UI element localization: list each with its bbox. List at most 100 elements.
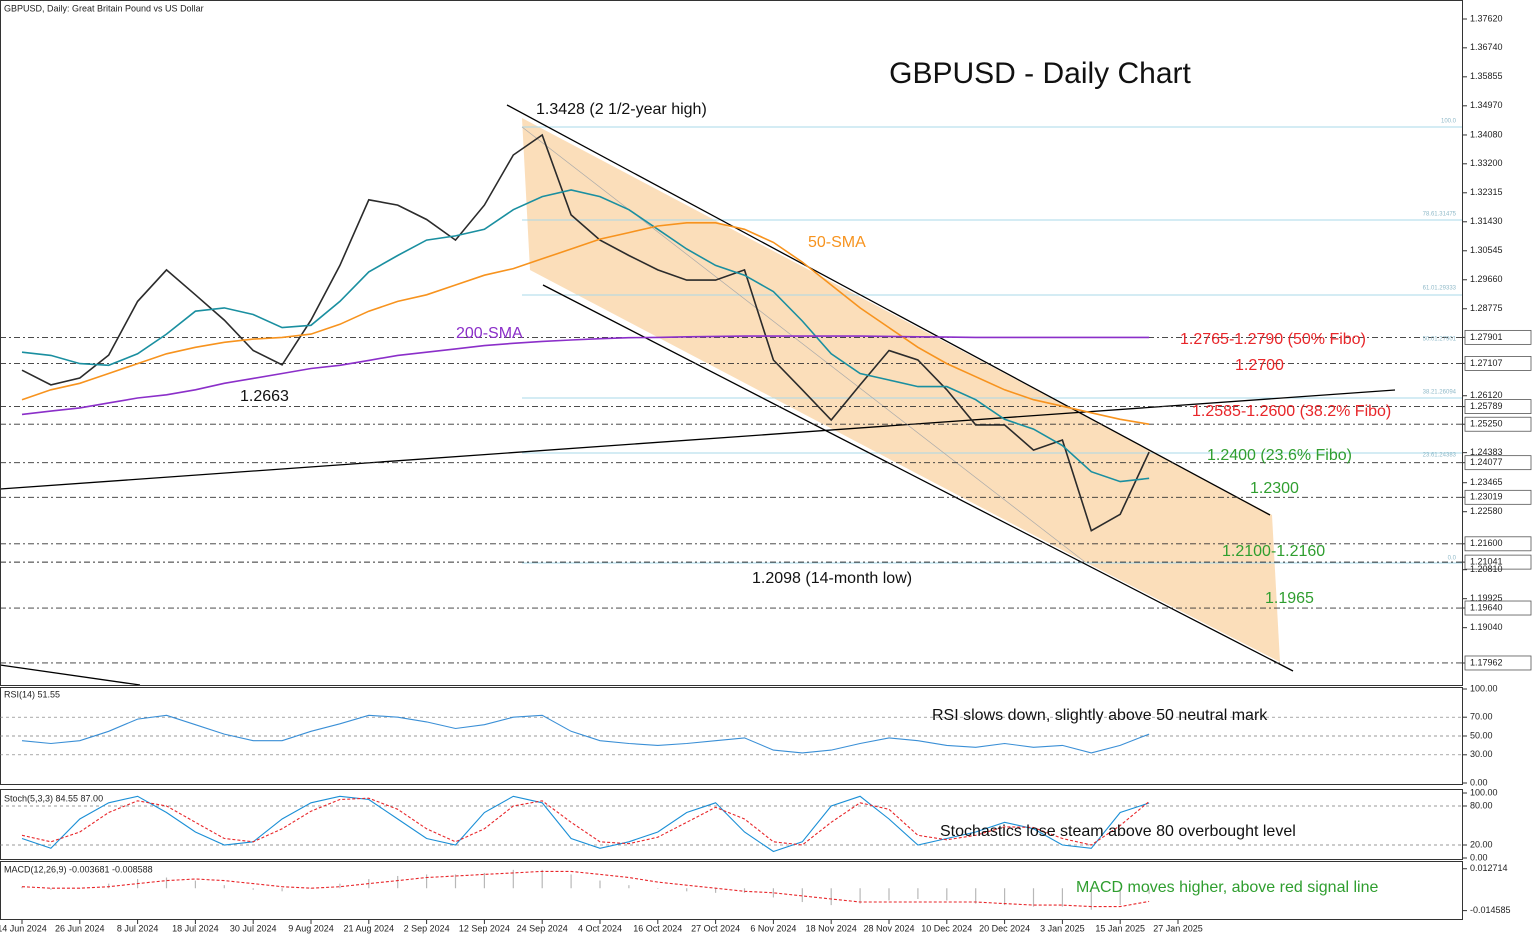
y-tick-label: 1.19640 [1470,602,1503,612]
y-tick-label: 100.00 [1470,787,1498,797]
y-tick-label: 1.23019 [1470,492,1503,502]
annotation: 1.2098 (14-month low) [752,570,912,587]
series-line [21,189,1150,483]
y-tick-label: 1.25250 [1470,419,1503,429]
bar [743,888,746,893]
y-tick-label: 1.34970 [1470,100,1503,110]
bar [50,888,52,890]
trendline [0,664,141,686]
bar [223,885,225,889]
x-tick-label: 16 Oct 2024 [633,923,682,933]
y-tick-label: 1.29660 [1470,274,1503,284]
bar [1119,888,1121,906]
x-tick-label: 10 Dec 2024 [921,923,972,933]
x-tick-label: 20 Dec 2024 [979,923,1030,933]
x-tick-label: 27 Oct 2024 [691,923,740,933]
annotation: 1.2400 (23.6% Fibo) [1207,447,1352,464]
y-tick-label: 1.35855 [1470,71,1503,81]
y-tick-label: -0.014585 [1470,905,1511,915]
tick-box [1464,554,1532,570]
tick-box [1464,356,1532,371]
y-tick-label: 1.26120 [1470,390,1503,400]
tick-box [1464,399,1532,414]
y-tick-label: 70.00 [1470,712,1493,722]
series-line [21,335,1150,416]
y-tick-label: 0.00 [1470,852,1488,862]
price-line [21,133,1150,532]
y-tick-label: 1.31430 [1470,216,1503,226]
series-line [21,222,1150,425]
x-tick-label: 21 Aug 2024 [344,923,395,933]
bar [165,877,168,889]
bar [1090,888,1092,910]
fibo-label: 100.0 [1441,119,1457,125]
tick-box [1464,329,1532,345]
chart-title: GBPUSD - Daily Chart [889,57,1191,90]
annotation: 1.2100-1.2160 [1222,543,1325,560]
annotation: 1.2765-1.2790 (50% Fibo) [1180,331,1366,348]
bar [1004,888,1006,906]
fibo-lines [522,126,1462,564]
tick-box [1464,416,1532,432]
y-tick-label: 30.00 [1470,749,1493,759]
series-label: 200-SMA [456,325,523,342]
y-tick-label: 100.00 [1470,683,1498,693]
bar [397,875,399,889]
x-tick-label: 18 Nov 2024 [806,923,857,933]
y-tick-label: 1.23465 [1470,477,1503,487]
fibo-diagonal [521,126,1086,563]
bar [310,888,312,889]
y-tick-label: 1.33200 [1470,158,1503,168]
y-tick-label: 1.25789 [1470,401,1503,411]
annotation: 1.3428 (2 1/2-year high) [536,101,707,118]
tick-box [1464,600,1532,616]
panel-title: Stoch(5,3,3) 84.55 87.00 [4,793,103,803]
bar [657,888,659,889]
y-tick-label: 1.22580 [1470,506,1503,516]
y-tick-label: 1.20810 [1470,564,1503,574]
y-tick-label: 1.24383 [1470,447,1503,457]
y-tick-label: 1.28775 [1470,303,1503,313]
annotation: RSI slows down, slightly above 50 neutra… [932,707,1268,724]
x-tick-label: 26 Jun 2024 [55,923,105,933]
annotation: 1.2663 [240,388,289,405]
fibo-label: 38.21.26094 [1423,390,1457,396]
fibo-label: 61.01.29333 [1423,286,1457,292]
series-line [21,714,1150,754]
annotation: 1.2300 [1250,480,1299,497]
series-line [21,797,1150,846]
annotation: Stochastics lose steam above 80 overboug… [940,823,1296,840]
y-tick-label: 1.27901 [1470,332,1503,342]
panel-title: MACD(12,26,9) -0.003681 -0.008588 [4,864,153,874]
bar [483,872,485,889]
stoch-panel [0,789,1463,860]
y-tick-label: 1.21600 [1470,538,1503,548]
bar [801,888,803,903]
x-tick-label: 14 Jun 2024 [0,923,47,933]
annotation: 1.2700 [1235,357,1284,374]
x-tick-label: 9 Aug 2024 [288,923,334,933]
x-tick-label: 8 Jul 2024 [117,923,159,933]
bar [570,874,572,889]
y-tick-label: 1.21041 [1470,556,1503,566]
bar [426,874,428,889]
y-tick-label: 1.19925 [1470,593,1503,603]
x-tick-label: 18 Jul 2024 [172,923,219,933]
bar [686,888,688,892]
bar [628,885,630,889]
panel-title: RSI(14) 51.55 [4,689,60,699]
bar [830,888,832,906]
y-tick-label: 20.00 [1470,839,1493,849]
series-line [21,870,1150,908]
channel-upper [506,104,1271,516]
y-tick-label: 1.17962 [1470,657,1503,667]
fibo-label: 23.61.24383 [1423,453,1457,459]
y-tick-label: 1.19040 [1470,622,1503,632]
y-tick-label: 50.00 [1470,730,1493,740]
y-tick-label: 0.012714 [1470,863,1508,873]
annotation: 1.2585-1.2600 (38.2% Fibo) [1192,403,1391,420]
bar [975,888,977,904]
x-tick-label: 15 Jan 2025 [1095,923,1145,933]
y-tick-label: 1.32315 [1470,187,1503,197]
